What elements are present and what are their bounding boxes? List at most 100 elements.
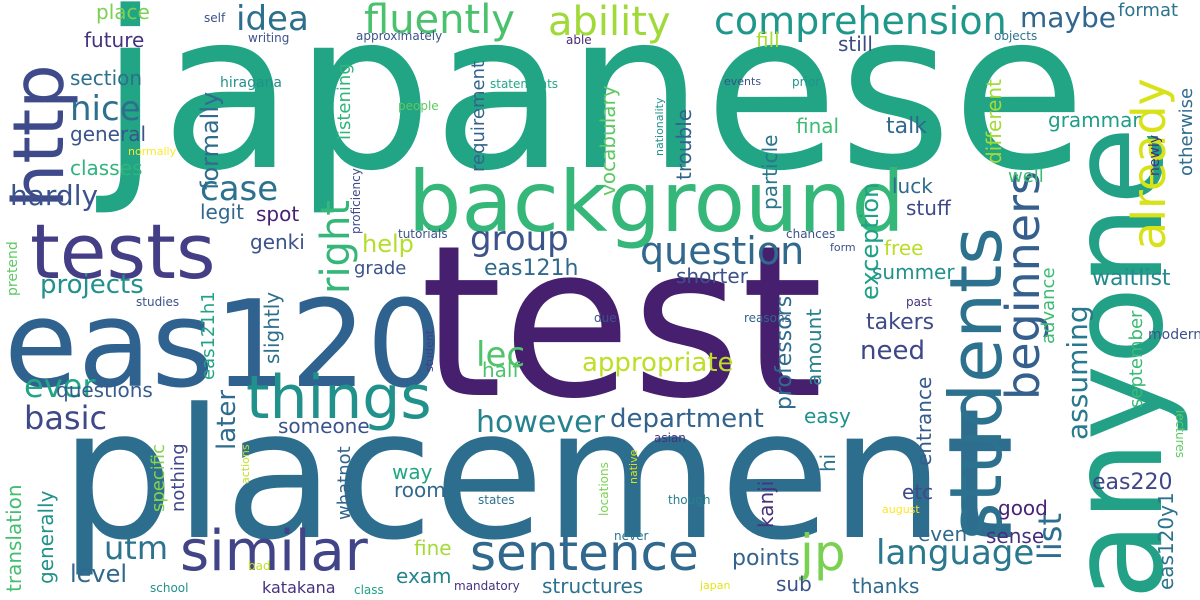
word-particle: particle (758, 134, 782, 210)
word-appropriate: appropriate (582, 348, 734, 378)
word-lectures: lectures (1173, 410, 1187, 458)
word-need: need (860, 336, 925, 366)
word-japan: japan (700, 579, 731, 592)
word-place: place (96, 0, 150, 24)
word-jp: jp (800, 524, 846, 582)
word-points: points (732, 546, 800, 571)
word-form: form (830, 241, 856, 254)
word-asian: asian (654, 431, 686, 445)
word-placement: placement (60, 371, 1016, 580)
word-grammar: grammar (1048, 108, 1141, 132)
word-newly: newly (1147, 134, 1163, 176)
word-whatnot: whatnot (334, 446, 355, 520)
word-prior: prior (792, 75, 821, 89)
word-level: level (70, 560, 128, 588)
word-tests: tests (30, 207, 216, 296)
word-comprehension: comprehension (714, 0, 1007, 43)
word-someone: someone (278, 414, 370, 438)
word-later: later (212, 389, 242, 450)
word-hiragana: hiragana (220, 75, 283, 91)
word-utm: utm (104, 529, 168, 567)
word-people: people (398, 99, 439, 113)
word-self: self (204, 11, 226, 25)
word-free: free (884, 236, 924, 260)
word-things: things (246, 363, 432, 433)
word-future: future (84, 28, 145, 52)
word-luck: luck (892, 174, 933, 198)
word-ability: ability (548, 0, 671, 45)
word-eas220: eas220 (1092, 470, 1173, 495)
word-nothing: nothing (168, 443, 189, 512)
word-well: well (1008, 166, 1044, 187)
word-approximately: approximately (356, 29, 443, 43)
word-question: question (640, 229, 805, 273)
word-writing: writing (248, 31, 290, 45)
word-questions: questions (56, 378, 153, 402)
word-able: able (566, 33, 592, 47)
word-formally: formally (196, 91, 224, 190)
word-sub: sub (776, 572, 812, 596)
word-even: even (918, 522, 968, 546)
word-pretend: pretend (5, 241, 21, 296)
word-sense: sense (986, 524, 1045, 548)
word-though: though (668, 493, 711, 507)
word-chances: chances (786, 227, 836, 241)
word-studies: studies (136, 295, 180, 309)
word-eas121h1: eas121h1 (198, 291, 219, 380)
word-japanese: japanese (100, 0, 1087, 219)
word-translation: translation (2, 484, 26, 592)
word-case: case (200, 169, 279, 209)
word-tutorials: tutorials (398, 227, 448, 241)
word-talk: talk (886, 114, 927, 139)
word-similar: similar (180, 519, 368, 584)
word-entrance: entrance (912, 376, 936, 466)
word-format: format (1118, 0, 1179, 21)
word-structures: structures (542, 574, 644, 598)
word-otherwise: otherwise (1176, 87, 1197, 176)
word-eas121h: eas121h (484, 256, 579, 281)
word-hardly: hardly (10, 179, 99, 212)
word-august: august (882, 503, 920, 516)
word-section: section (70, 66, 143, 90)
word-due: due (594, 311, 617, 325)
word-hi: hi (816, 453, 840, 472)
word-group: group (470, 219, 569, 259)
word-nationality: nationality (653, 97, 666, 156)
word-eas120: eas120 (4, 276, 443, 415)
word-projects: projects (40, 270, 144, 300)
word-still: still (838, 32, 873, 56)
word-maybe: maybe (1020, 1, 1117, 34)
word-bad: bad (248, 559, 271, 573)
word-fill: fill (756, 28, 780, 52)
word-amount: amount (802, 308, 826, 386)
word-sentence: sentence (470, 524, 699, 582)
word-student: student (423, 329, 436, 372)
word-easy: easy (804, 404, 851, 428)
word-test: test (420, 200, 824, 445)
word-proficiency: proficiency (349, 168, 363, 234)
word-summer: summer (872, 260, 955, 284)
word-locations: locations (597, 462, 611, 516)
word-classes: classes (70, 156, 143, 180)
word-never: never (614, 529, 649, 543)
word-etc: etc (902, 480, 934, 504)
word-thanks: thanks (852, 574, 920, 598)
word-half: half (482, 358, 520, 382)
word-advance: advance (1038, 267, 1059, 344)
word-september: september (1126, 310, 1147, 408)
word-native: native (627, 449, 640, 484)
word-mandatory: mandatory (454, 579, 520, 593)
word-school: school (150, 581, 189, 595)
word-eas120y1: eas120y1 (1154, 492, 1178, 590)
word-final: final (796, 114, 840, 138)
word-help: help (362, 230, 414, 258)
word-nice: nice (70, 89, 141, 129)
word-states: states (478, 493, 515, 507)
word-actions: actions (239, 444, 252, 484)
word-waitlist: waitlist (1092, 266, 1171, 291)
word-ever: ever (24, 367, 96, 405)
word-background: background (408, 153, 905, 251)
word-katakana: katakana (262, 578, 336, 597)
word-language: language (876, 533, 1035, 573)
